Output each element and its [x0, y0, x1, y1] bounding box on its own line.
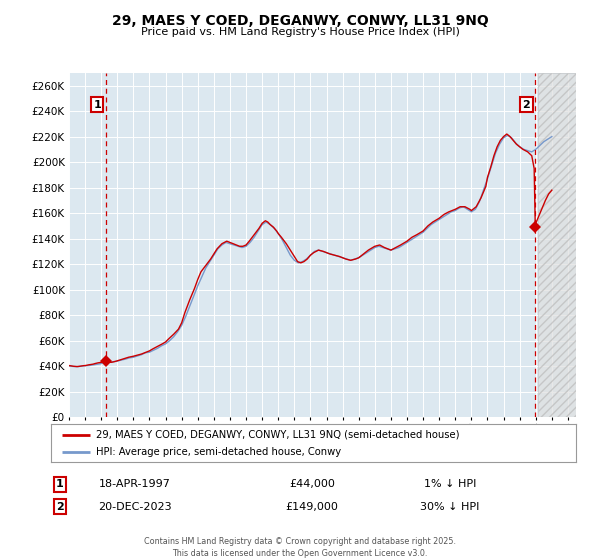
Text: 1: 1	[93, 100, 101, 110]
Text: 2: 2	[523, 100, 530, 110]
Text: £149,000: £149,000	[286, 502, 338, 512]
Text: 29, MAES Y COED, DEGANWY, CONWY, LL31 9NQ (semi-detached house): 29, MAES Y COED, DEGANWY, CONWY, LL31 9N…	[95, 430, 459, 440]
Text: 18-APR-1997: 18-APR-1997	[99, 479, 171, 489]
Bar	[538, 73, 576, 417]
Text: Contains HM Land Registry data © Crown copyright and database right 2025.
This d: Contains HM Land Registry data © Crown c…	[144, 537, 456, 558]
Text: 1% ↓ HPI: 1% ↓ HPI	[424, 479, 476, 489]
Text: 20-DEC-2023: 20-DEC-2023	[98, 502, 172, 512]
Text: HPI: Average price, semi-detached house, Conwy: HPI: Average price, semi-detached house,…	[95, 447, 341, 458]
Text: Price paid vs. HM Land Registry's House Price Index (HPI): Price paid vs. HM Land Registry's House …	[140, 27, 460, 38]
Text: 30% ↓ HPI: 30% ↓ HPI	[421, 502, 479, 512]
Text: 2: 2	[56, 502, 64, 512]
Text: 1: 1	[56, 479, 64, 489]
Text: 29, MAES Y COED, DEGANWY, CONWY, LL31 9NQ: 29, MAES Y COED, DEGANWY, CONWY, LL31 9N…	[112, 14, 488, 28]
Text: £44,000: £44,000	[289, 479, 335, 489]
